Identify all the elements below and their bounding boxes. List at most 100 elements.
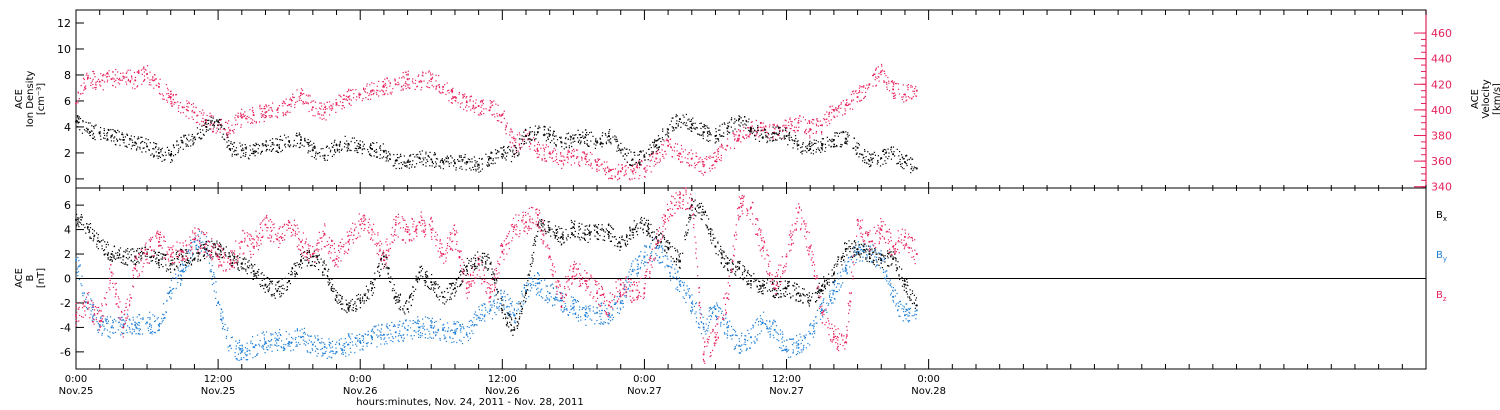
by-sample <box>302 332 305 334</box>
density-sample <box>239 142 241 144</box>
density-sample <box>434 154 436 156</box>
density-sample <box>621 148 623 150</box>
by-sample <box>403 322 405 324</box>
velocity-sample <box>451 91 453 94</box>
density-sample <box>826 136 828 138</box>
density-sample <box>894 155 896 157</box>
by-sample <box>443 326 446 329</box>
density-point <box>880 157 883 160</box>
velocity-sample <box>716 149 719 151</box>
by-sample <box>443 338 445 340</box>
by-sample <box>147 329 150 332</box>
by-sample <box>101 334 103 336</box>
by-sample <box>215 304 218 307</box>
density-sample <box>730 126 732 128</box>
velocity-sample <box>838 107 840 109</box>
density-sample <box>870 154 872 156</box>
velocity-sample <box>878 76 880 78</box>
density-sample <box>488 158 490 160</box>
velocity-sample <box>402 89 404 91</box>
density-sample <box>645 152 647 154</box>
by-sample <box>510 303 512 305</box>
velocity-sample <box>408 84 410 86</box>
velocity-sample <box>191 109 193 112</box>
velocity-point <box>442 85 445 88</box>
by-sample <box>676 278 678 281</box>
velocity-sample <box>302 101 304 103</box>
velocity-sample <box>465 97 467 99</box>
velocity-sample <box>318 107 321 109</box>
by-sample <box>152 314 154 316</box>
velocity-sample <box>789 118 791 121</box>
by-sample <box>85 306 88 309</box>
by-sample <box>750 328 752 330</box>
velocity-sample <box>815 132 817 134</box>
velocity-axis-tick-label: 400 <box>1431 104 1452 117</box>
by-point <box>229 344 231 347</box>
by-sample <box>378 335 380 337</box>
velocity-sample <box>669 138 671 141</box>
by-point <box>761 321 764 324</box>
velocity-sample <box>748 136 750 138</box>
by-sample <box>253 346 256 349</box>
by-sample <box>423 325 425 327</box>
density-sample <box>457 160 460 162</box>
velocity-sample <box>343 98 346 100</box>
velocity-sample <box>689 164 691 166</box>
velocity-sample <box>186 105 188 108</box>
velocity-sample <box>721 145 723 147</box>
density-sample <box>723 132 725 134</box>
velocity-sample <box>196 115 198 117</box>
density-sample <box>474 164 476 166</box>
velocity-sample <box>169 96 171 98</box>
density-sample <box>346 140 348 142</box>
velocity-sample <box>441 91 444 93</box>
by-sample <box>695 303 697 305</box>
by-sample <box>412 319 414 322</box>
by-point <box>584 314 587 317</box>
velocity-sample <box>674 143 677 145</box>
density-sample <box>460 156 463 158</box>
by-sample <box>630 265 632 267</box>
density-sample <box>333 144 335 146</box>
by-sample <box>799 352 801 354</box>
density-sample <box>242 152 245 154</box>
velocity-sample <box>123 77 125 80</box>
by-sample <box>788 356 790 358</box>
by-sample <box>768 327 771 329</box>
density-sample <box>322 147 324 150</box>
density-sample <box>446 160 448 162</box>
by-sample <box>496 302 498 304</box>
velocity-point <box>311 106 314 109</box>
density-sample <box>565 136 567 139</box>
velocity-sample <box>252 119 254 121</box>
velocity-sample <box>202 114 204 116</box>
density-sample <box>567 132 570 134</box>
velocity-sample <box>414 82 416 85</box>
by-sample <box>309 335 312 337</box>
density-sample <box>901 156 903 158</box>
density-point <box>525 135 527 137</box>
velocity-sample <box>268 115 270 117</box>
by-sample <box>397 339 399 341</box>
density-sample <box>380 149 382 151</box>
by-sample <box>509 302 512 305</box>
density-sample <box>699 122 701 125</box>
density-sample <box>369 154 371 157</box>
velocity-sample <box>655 153 657 155</box>
by-sample <box>269 346 271 348</box>
by-sample <box>135 327 137 329</box>
density-sample <box>502 155 504 158</box>
density-sample <box>233 151 235 153</box>
by-sample <box>309 351 311 353</box>
density-sample <box>581 136 583 139</box>
density-sample <box>122 136 125 138</box>
density-sample <box>170 152 172 155</box>
density-sample <box>830 146 832 148</box>
by-sample <box>463 328 465 330</box>
by-sample <box>432 337 435 339</box>
by-sample <box>680 280 682 282</box>
velocity-sample <box>591 167 593 169</box>
density-sample <box>415 163 418 165</box>
density-sample <box>334 139 336 141</box>
